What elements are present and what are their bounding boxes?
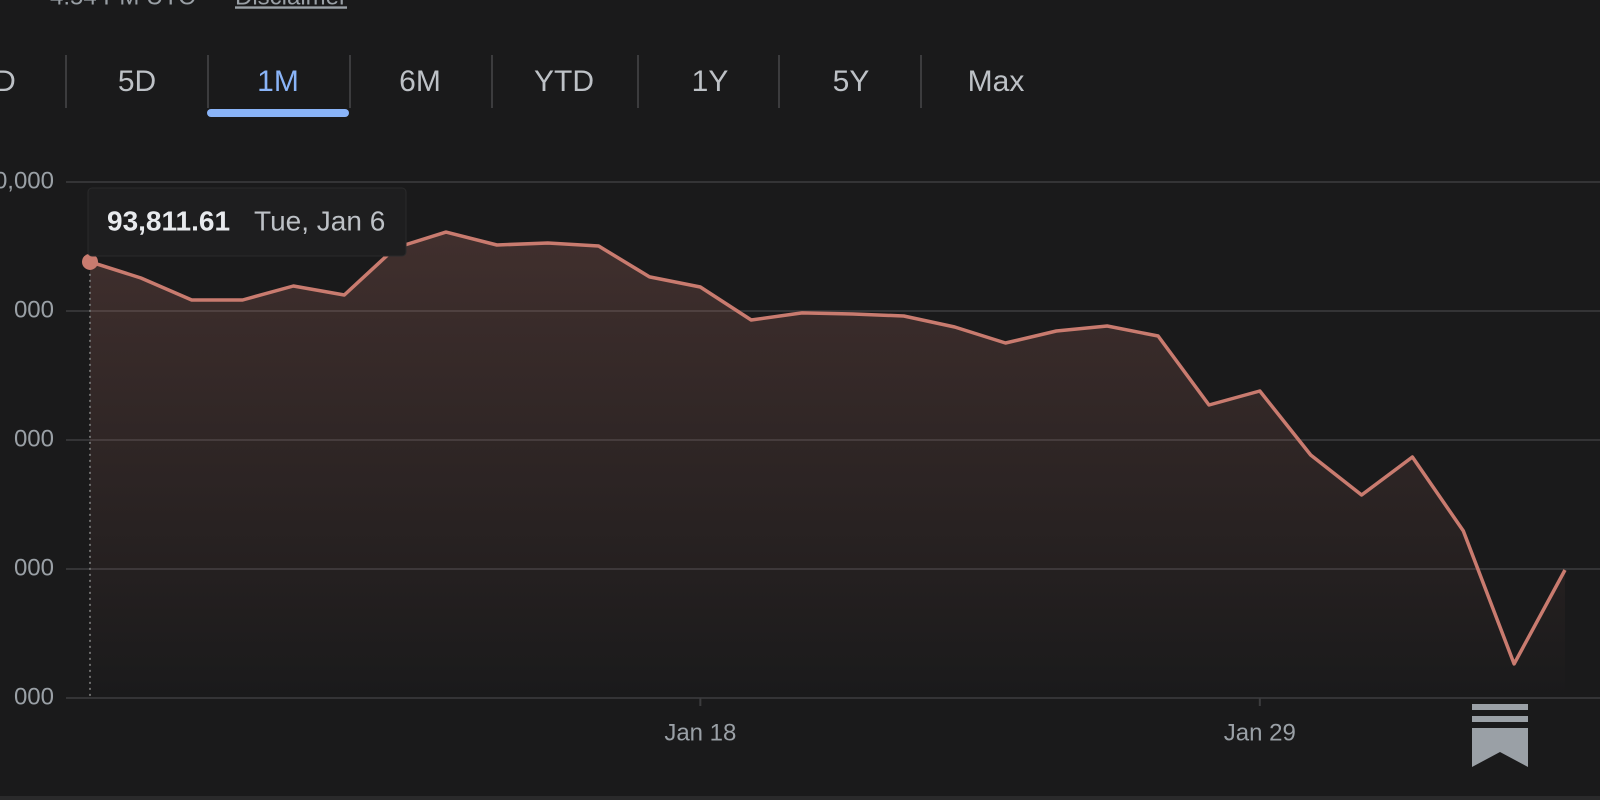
tab[interactable]: 6M — [399, 65, 441, 98]
tab[interactable]: 1Y — [692, 65, 729, 98]
tab[interactable]: 5Y — [833, 65, 870, 98]
tooltip-date: Tue, Jan 6 — [254, 205, 385, 236]
tab-underline — [207, 109, 349, 117]
x-tick-label: Jan 18 — [664, 719, 736, 746]
tooltip-value: 93,811.61 — [107, 205, 230, 236]
y-tick-label: 000 — [14, 425, 54, 452]
range-tabs: D 5D 1M 6M YTD 1Y 5Y Max — [0, 55, 1024, 117]
disclaimer-link[interactable]: Disclaimer — [235, 0, 347, 10]
plot: 0,000 000 000 000 000 Jan 18 Jan 29 93,811.61 Tu… — [0, 167, 1600, 746]
tab[interactable]: YTD — [534, 65, 594, 98]
y-tick-label: 0,000 — [0, 167, 54, 194]
bottom-border — [0, 796, 1600, 800]
timestamp: 4:54 PM UTC · — [50, 0, 210, 10]
y-tick-label: 000 — [14, 554, 54, 581]
price-line — [89, 230, 1567, 666]
tab[interactable]: D — [0, 65, 16, 98]
y-tick-label: 000 — [14, 683, 54, 710]
x-tick-label: Jan 29 — [1224, 719, 1296, 746]
bookmark-icon[interactable] — [1472, 704, 1528, 767]
tooltip-box — [87, 187, 407, 257]
tab[interactable]: Max — [968, 65, 1025, 98]
area — [90, 232, 1565, 698]
y-tick-label: 000 — [14, 296, 54, 323]
tab[interactable]: 5D — [118, 65, 156, 98]
hover-dot — [82, 253, 98, 270]
tab-selected[interactable]: 1M — [257, 65, 299, 98]
tooltip: 93,811.61 Tue, Jan 6 — [87, 187, 407, 257]
